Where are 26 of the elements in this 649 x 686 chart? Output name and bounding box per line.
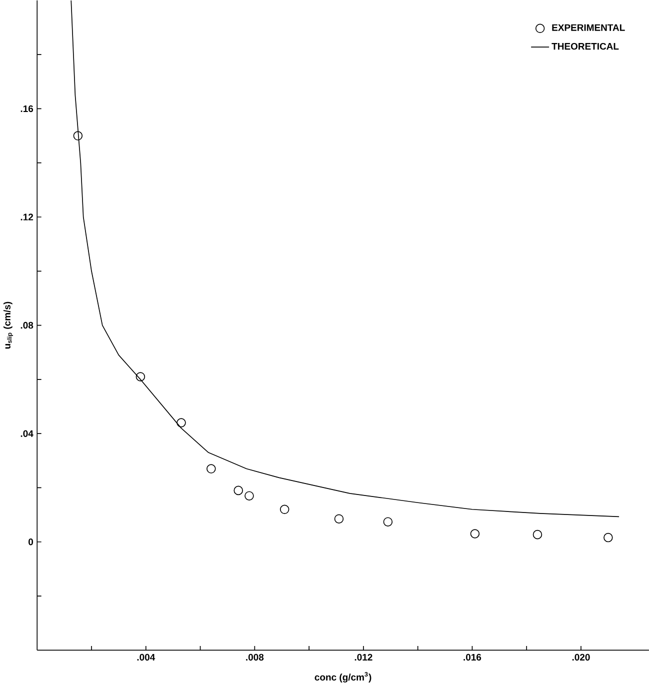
point (603, 532, 613, 542)
x-tick-label: .008 (246, 654, 264, 661)
point (136, 372, 145, 382)
point (280, 504, 290, 514)
point (383, 517, 392, 526)
x-tick-label: .016 (463, 654, 481, 661)
point (470, 529, 480, 538)
x-tick-label: .004 (137, 654, 155, 661)
point (334, 514, 344, 524)
point (206, 464, 216, 474)
legend-label: EXPERIMENTAL (552, 24, 625, 31)
x-axis-title: conc (g/cm$^{3}$) (314, 672, 372, 682)
x-tick-label: .020 (572, 654, 590, 661)
legend-label: THEORETICAL (552, 42, 619, 50)
y-tick-label: 0 (28, 538, 33, 546)
y-axis-title: u$_{slip}$ (cm/s) (3, 302, 13, 349)
y-tick-label: .16 (20, 105, 33, 112)
y-tick-label: .12 (20, 214, 33, 220)
point (176, 418, 186, 428)
point (532, 530, 542, 540)
point (234, 486, 243, 496)
x-tick-label: .012 (354, 654, 372, 661)
point (73, 131, 82, 140)
y-tick-label: .04 (20, 430, 34, 437)
point (244, 491, 254, 500)
y-tick-label: .08 (20, 322, 33, 329)
